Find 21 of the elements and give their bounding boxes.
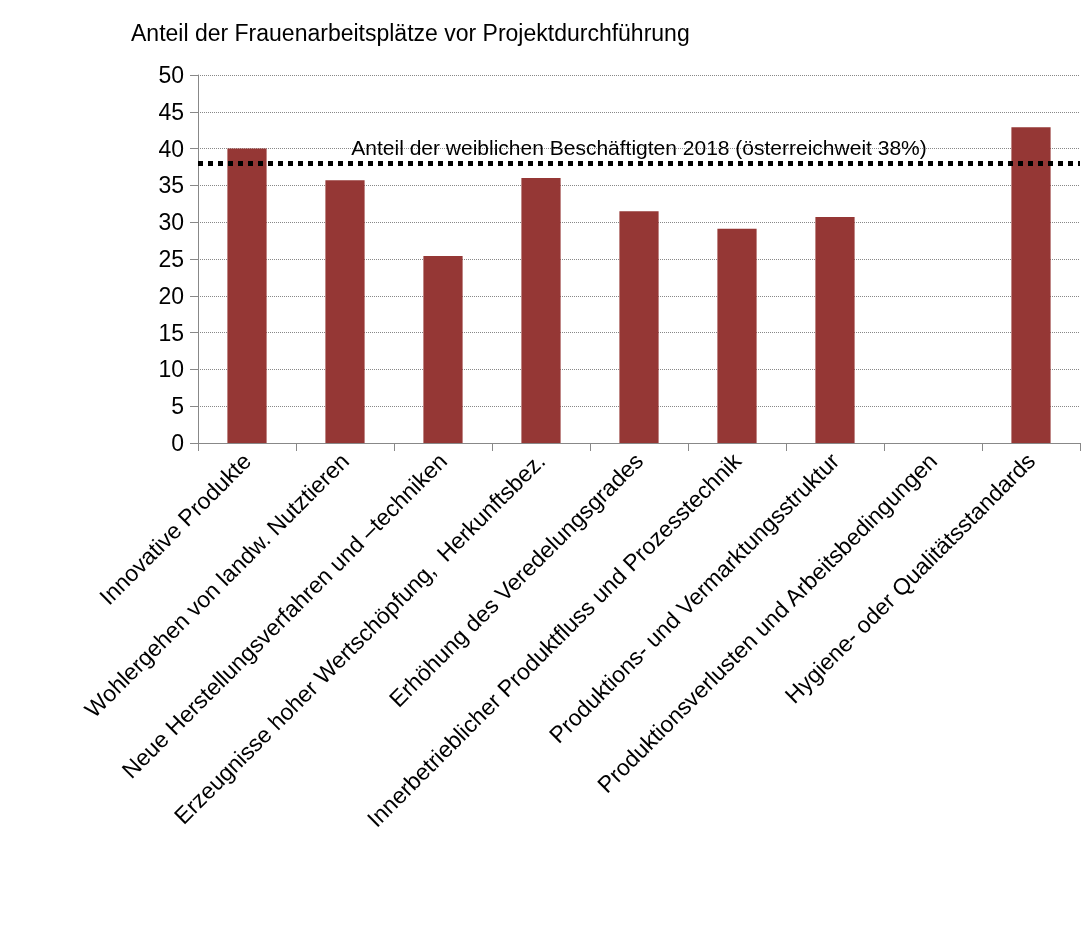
bar	[423, 256, 463, 443]
y-tick-label: 25	[158, 246, 184, 272]
y-tick-label: 20	[158, 282, 184, 309]
bar	[521, 178, 561, 443]
bar	[815, 217, 855, 443]
y-tick-label: 40	[158, 135, 184, 162]
bar	[227, 148, 267, 443]
y-tick-label: 10	[158, 356, 184, 383]
y-tick-label: 0	[171, 430, 184, 456]
chart-title: Anteil der Frauenarbeitsplätze vor Projektdurchführung	[131, 19, 690, 46]
y-tick-label: 50	[158, 62, 184, 88]
bar	[1011, 127, 1051, 443]
bar	[619, 211, 659, 443]
bar	[717, 228, 757, 443]
y-tick-label: 45	[158, 98, 184, 125]
y-tick-label: 15	[158, 319, 184, 346]
bar	[325, 180, 365, 443]
y-tick-label: 5	[171, 393, 184, 420]
y-tick-label: 30	[158, 209, 184, 236]
y-tick-label: 35	[158, 172, 184, 199]
ref-line-label: Anteil der weiblichen Beschäftigten 2018 (österreichweit 38%)	[351, 136, 927, 160]
